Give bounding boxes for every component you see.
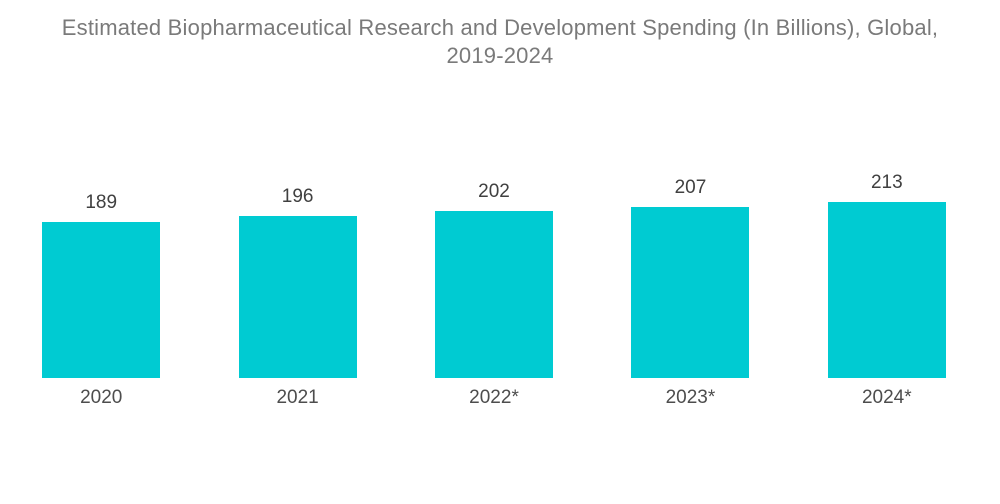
- bar-value-label: 189: [85, 192, 118, 213]
- x-axis-label: 2024*: [861, 387, 912, 408]
- bar-group: 202 2022*: [396, 182, 592, 407]
- bar: [631, 207, 750, 378]
- bar-value-label: 207: [674, 177, 707, 198]
- bar-chart: 189 2020 196 2021 202 2022* 207 2023* 21…: [3, 70, 985, 407]
- x-axis-label: 2022*: [469, 387, 519, 408]
- x-axis-label: 2020: [80, 387, 123, 408]
- bar: [435, 211, 554, 378]
- bar: [238, 216, 357, 378]
- chart-title-line2: 2019-2024: [446, 43, 554, 68]
- chart-title-line1: Estimated Biopharmaceutical Research and…: [61, 15, 939, 40]
- x-axis-label: 2021: [276, 387, 319, 408]
- bar-group: 196 2021: [199, 187, 395, 407]
- bar-value-label: 213: [870, 172, 903, 193]
- bar: [42, 222, 161, 378]
- bar-group: 189 2020: [3, 193, 199, 407]
- bar-group: 213 2024*: [789, 173, 985, 407]
- bar-value-label: 196: [281, 186, 314, 207]
- bar-value-label: 202: [478, 181, 510, 202]
- x-axis-label: 2023*: [665, 387, 716, 408]
- bar-group: 207 2023*: [592, 178, 788, 407]
- chart-title: Estimated Biopharmaceutical Research and…: [20, 0, 980, 70]
- bar: [827, 202, 946, 378]
